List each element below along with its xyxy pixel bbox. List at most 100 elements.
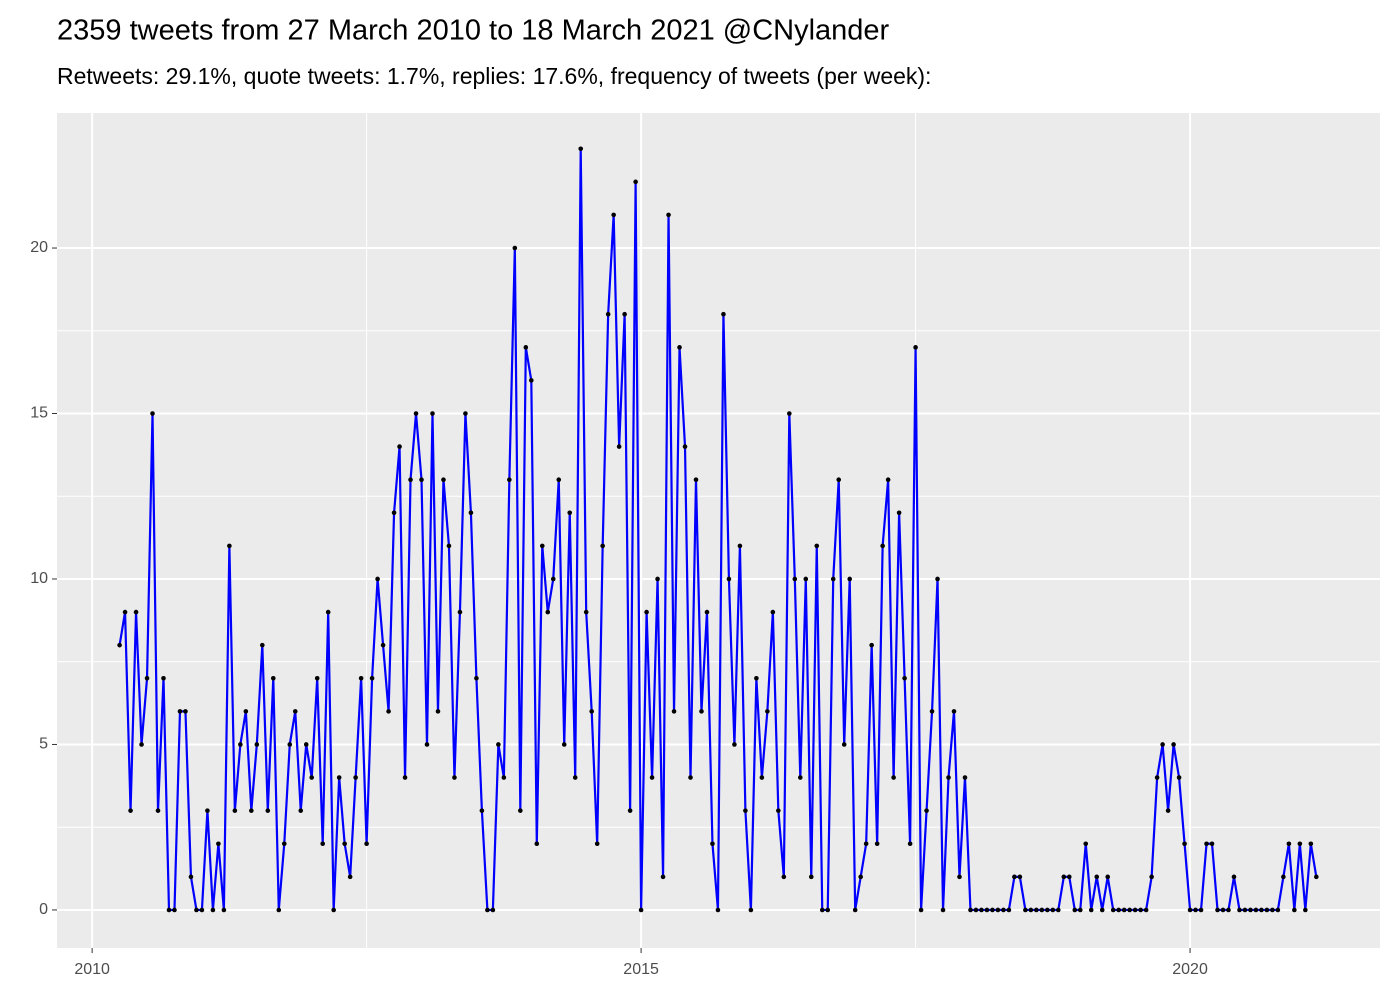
data-point: [227, 543, 232, 549]
data-point: [144, 675, 150, 681]
data-point: [918, 907, 924, 913]
data-point: [347, 874, 353, 880]
data-point: [254, 742, 260, 747]
data-point: [501, 775, 507, 780]
data-point: [561, 742, 567, 747]
data-point: [1303, 907, 1308, 913]
data-point: [616, 444, 622, 449]
data-point: [1264, 907, 1270, 913]
data-point: [177, 709, 183, 714]
data-point: [1056, 907, 1061, 913]
data-point: [611, 212, 616, 218]
data-point: [754, 675, 759, 681]
data-point: [951, 709, 957, 714]
x-tick-label: 2020: [1172, 961, 1208, 978]
data-point: [874, 841, 880, 847]
data-point: [896, 510, 902, 516]
data-point: [891, 775, 896, 780]
data-point: [210, 907, 216, 913]
data-point: [1226, 907, 1231, 913]
data-point: [759, 775, 765, 780]
data-point: [1023, 907, 1028, 913]
data-point: [633, 179, 638, 185]
data-point: [265, 808, 271, 813]
data-point: [1215, 907, 1220, 913]
data-point: [117, 642, 122, 648]
data-point: [797, 775, 803, 780]
data-point: [1248, 907, 1253, 913]
data-point: [578, 146, 584, 152]
data-point: [479, 808, 485, 813]
y-tick-label: 0: [39, 901, 48, 918]
data-point: [1259, 907, 1264, 913]
data-point: [787, 411, 792, 416]
data-point: [336, 775, 342, 780]
data-point: [1171, 742, 1176, 747]
data-point: [770, 609, 776, 615]
data-point: [364, 841, 369, 847]
data-point: [1149, 874, 1154, 880]
data-point: [852, 907, 858, 913]
data-point: [693, 477, 699, 482]
data-point: [446, 543, 452, 549]
data-point: [962, 775, 968, 780]
x-tick-label: 2015: [623, 961, 659, 978]
data-point: [419, 477, 424, 482]
data-point: [984, 907, 990, 913]
data-point: [792, 576, 798, 582]
data-point: [644, 609, 649, 615]
data-point: [572, 775, 578, 780]
data-point: [523, 345, 529, 350]
data-point: [567, 510, 573, 516]
data-point: [869, 642, 874, 648]
data-point: [649, 775, 655, 780]
data-point: [765, 709, 770, 714]
data-point: [485, 907, 490, 913]
data-point: [391, 510, 397, 516]
data-point: [1127, 907, 1132, 913]
data-point: [622, 311, 627, 317]
data-point: [748, 907, 754, 913]
data-point: [660, 874, 666, 880]
data-point: [814, 543, 820, 549]
data-point: [990, 907, 995, 913]
data-point: [1066, 874, 1072, 880]
data-point: [737, 543, 743, 549]
data-point: [1001, 907, 1006, 913]
data-point: [474, 675, 479, 681]
data-point: [1039, 907, 1045, 913]
data-point: [287, 742, 293, 747]
data-point: [957, 874, 962, 880]
data-point: [594, 841, 600, 847]
data-point: [1006, 907, 1012, 913]
data-point: [743, 808, 748, 813]
data-point: [1176, 775, 1182, 780]
data-point: [496, 742, 501, 747]
x-tick-label: 2010: [74, 961, 110, 978]
data-point: [677, 345, 682, 350]
data-point: [589, 709, 594, 714]
data-point: [386, 709, 391, 714]
data-point: [435, 709, 441, 714]
data-point: [726, 576, 732, 582]
data-point: [1242, 907, 1248, 913]
data-point: [441, 477, 446, 482]
data-point: [1121, 907, 1127, 913]
data-point: [1072, 907, 1078, 913]
data-point: [556, 477, 562, 482]
data-point: [1253, 907, 1259, 913]
data-point: [380, 642, 386, 648]
data-point: [232, 808, 238, 813]
data-point: [402, 775, 408, 780]
data-point: [1116, 907, 1121, 913]
data-point: [413, 411, 419, 416]
data-point: [1028, 907, 1034, 913]
data-point: [292, 709, 298, 714]
data-point: [1045, 907, 1050, 913]
data-point: [1193, 907, 1198, 913]
data-point: [1094, 874, 1100, 880]
data-point: [825, 907, 831, 913]
data-point: [205, 808, 210, 813]
data-point: [358, 675, 364, 681]
data-point: [369, 675, 375, 681]
